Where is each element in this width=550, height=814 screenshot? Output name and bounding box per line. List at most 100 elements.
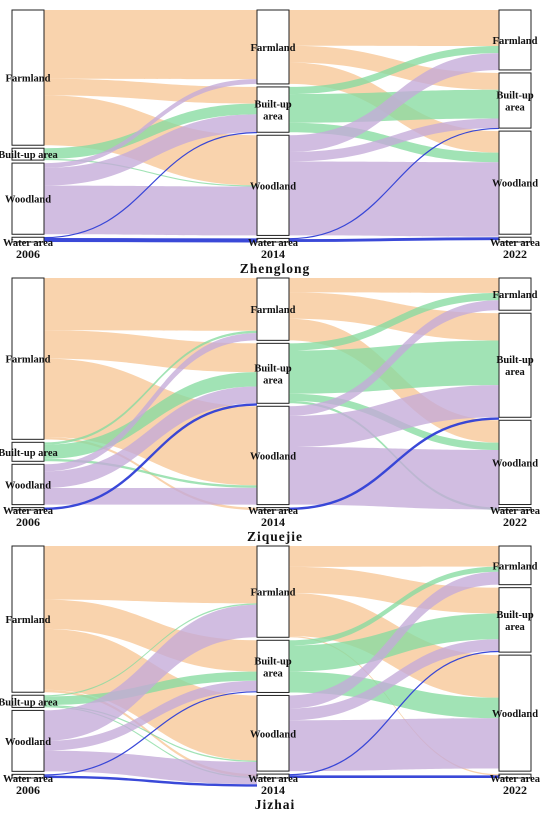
flow-woodland-to-built-up-area [289,385,499,448]
node-label-built-up-area-2006: Built-up area [0,448,59,459]
node-label-farmland-2014: Farmland [251,43,296,54]
node-farmland-2022 [498,277,532,311]
flow-farmland-to-built-up-area [44,78,257,104]
flow-built-up-area-to-farmland [44,603,257,697]
node-label-farmland-2006: Farmland [6,615,51,626]
flow-farmland-to-built-up-area [289,566,499,614]
flow-built-up-area-to-farmland [289,292,499,351]
node-label-woodland-2014: Woodland [250,181,296,192]
node-woodland-2006 [11,162,45,235]
node-farmland-2014 [256,277,290,341]
panel-title: Jizhai [255,797,296,812]
node-water-area-2006 [11,236,45,243]
node-built-up-area-2014 [256,342,290,404]
flow-farmland-to-built-up-area [44,330,257,373]
flow-water-area-to-built-up-area [43,132,258,239]
node-woodland-2014 [256,694,290,772]
flow-water-area-to-built-up-area [288,650,500,776]
year-label-2014: 2014 [261,515,285,529]
flow-farmland-to-farmland [44,10,257,80]
flow-built-up-area-to-built-up-area [44,372,257,459]
nodes: Farmland Built-up area Woodland Water area F… [0,9,541,249]
flow-farmland-to-farmland [289,546,499,567]
flows [43,278,500,511]
flow-woodland-to-farmland [289,571,499,709]
node-label-water-area-2014: Water area [248,774,299,785]
year-label-2014: 2014 [261,247,285,261]
node-built-up-area-2014 [256,639,290,693]
node-label-built-up-area-2014: Built-up area [254,100,292,123]
node-farmland-2006 [11,545,45,693]
node-water-area-2022 [498,507,532,511]
flow-farmland-to-water-area [289,635,499,776]
node-farmland-2022 [498,9,532,71]
node-built-up-area-2006 [11,694,45,708]
nodes: Farmland Built-up area Woodland Water area F… [0,277,541,517]
node-woodland-2022 [498,654,532,772]
node-water-area-2014 [256,237,290,243]
node-built-up-area-2022 [498,312,532,418]
node-farmland-2014 [256,545,290,638]
node-label-farmland-2006: Farmland [6,355,51,366]
node-label-farmland-2014: Farmland [251,588,296,599]
node-label-woodland-2006: Woodland [5,480,51,491]
node-label-built-up-area-2006: Built-up area [0,150,59,161]
flow-woodland-to-farmland [289,300,499,416]
node-label-woodland-2014: Woodland [250,729,296,740]
flow-farmland-to-farmland [44,546,257,604]
node-label-farmland-2006: Farmland [6,74,51,85]
flow-built-up-area-to-built-up-area [44,103,257,159]
node-water-area-2014 [256,507,290,511]
flow-water-area-to-built-up-area [43,691,258,776]
year-label-2006: 2006 [16,515,40,529]
node-water-area-2006 [11,773,45,779]
panel-jizhai: Farmland Built-up area Woodland Water area F… [0,545,541,812]
node-woodland-2014 [256,405,290,506]
flow-water-area-to-built-up-area [288,127,500,240]
node-built-up-area-2022 [498,72,532,129]
flow-woodland-to-woodland [44,185,257,236]
flow-woodland-to-farmland [289,53,499,152]
year-label-2014: 2014 [261,783,285,797]
node-water-area-2022 [498,236,532,243]
flow-built-up-area-to-woodland [44,458,257,488]
node-water-area-2014 [256,773,290,779]
flow-farmland-to-farmland [44,278,257,331]
flow-woodland-to-built-up-area [289,639,499,721]
node-label-built-up-area-2022: Built-up area [496,610,534,633]
flows [43,10,500,243]
node-label-water-area-2022: Water area [490,506,541,517]
node-woodland-2014 [256,134,290,236]
node-label-farmland-2022: Farmland [493,36,538,47]
node-woodland-2022 [498,419,532,506]
node-farmland-2006 [11,9,45,146]
node-label-woodland-2022: Woodland [492,709,538,720]
flow-woodland-to-farmland [44,333,257,472]
node-label-water-area-2006: Water area [3,506,54,517]
node-label-built-up-area-2022: Built-up area [496,355,534,378]
node-label-farmland-2014: Farmland [251,305,296,316]
node-label-built-up-area-2014: Built-up area [254,656,292,679]
node-farmland-2006 [11,277,45,440]
flow-woodland-to-farmland [44,604,257,741]
year-label-2022: 2022 [503,515,527,529]
node-woodland-2022 [498,130,532,235]
flow-woodland-to-woodland [289,718,499,772]
flow-farmland-to-woodland [44,95,257,186]
node-label-farmland-2022: Farmland [493,561,538,572]
node-built-up-area-2006 [11,147,45,161]
node-farmland-2014 [256,9,290,85]
node-label-woodland-2022: Woodland [492,458,538,469]
flow-built-up-area-to-farmland [289,566,499,646]
flow-woodland-to-built-up-area [44,386,257,489]
node-label-water-area-2022: Water area [490,774,541,785]
node-label-woodland-2006: Woodland [5,737,51,748]
flow-farmland-to-built-up-area [289,292,499,341]
panel-title: Zhenglong [240,261,311,276]
nodes: Farmland Built-up area Woodland Water area F… [0,545,541,785]
node-label-woodland-2022: Woodland [492,179,538,190]
node-label-built-up-area-2022: Built-up area [496,91,534,114]
flow-water-area-to-woodland [43,775,258,787]
node-water-area-2006 [11,507,45,511]
